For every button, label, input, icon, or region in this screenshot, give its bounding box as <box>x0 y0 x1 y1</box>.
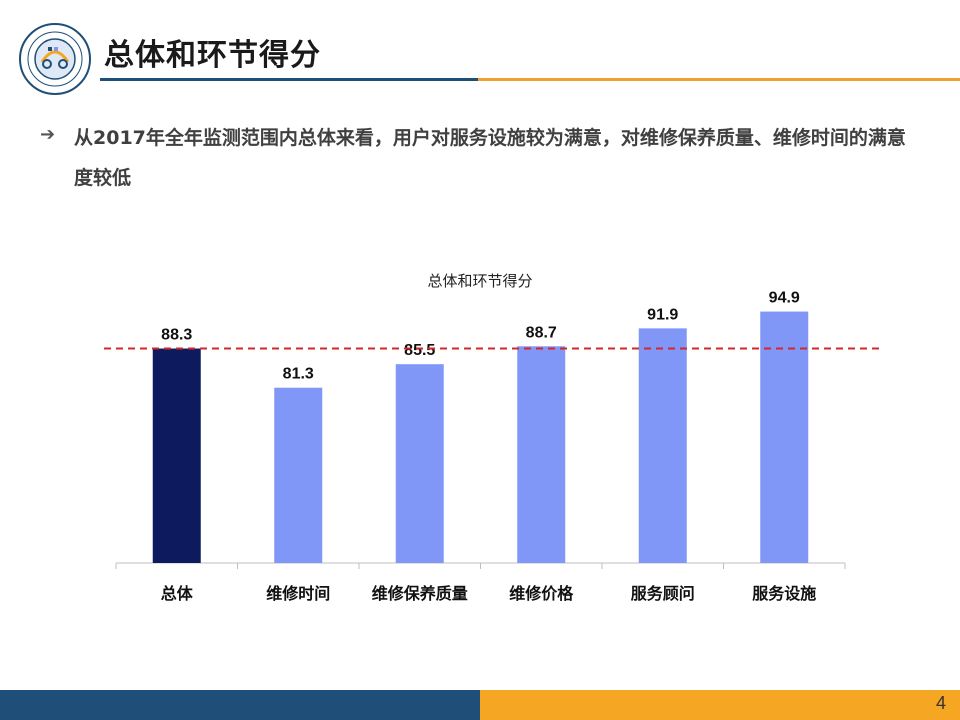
data-label: 81.3 <box>283 366 314 383</box>
category-label: 维修价格 <box>509 584 574 603</box>
category-label: 总体 <box>161 584 194 603</box>
page-title: 总体和环节得分 <box>104 38 321 73</box>
category-label: 维修保养质量 <box>372 584 468 603</box>
chart-title: 总体和环节得分 <box>427 272 532 290</box>
bar-0 <box>152 348 201 563</box>
bar-2 <box>395 364 444 563</box>
summary-bullet: 从2017年全年监测范围内总体来看，用户对服务设施较为满意，对维修保养质量、维修… <box>74 127 906 189</box>
bar-4 <box>638 328 687 563</box>
category-label: 服务顾问 <box>631 584 695 603</box>
category-label: 维修时间 <box>266 584 330 603</box>
data-label: 91.9 <box>647 306 678 323</box>
footer-bar-blue <box>0 690 480 720</box>
bar-3 <box>517 346 566 563</box>
data-label: 88.7 <box>526 324 557 341</box>
bar-1 <box>274 387 323 563</box>
bar-chart: 总体和环节得分 88.3 总体 81.3 维修时间 85.5 维修保养质量 88.7 维修价格 9… <box>104 272 880 603</box>
footer-bar-orange <box>480 690 960 720</box>
page-number: 4 <box>935 693 946 713</box>
data-label: 85.5 <box>404 342 435 359</box>
bar-5 <box>760 311 809 563</box>
data-label: 88.3 <box>161 327 192 344</box>
category-label: 服务设施 <box>752 584 816 603</box>
arrow-bullet-icon: ➔ <box>40 124 56 145</box>
title-rule-orange <box>478 78 960 81</box>
organization-logo <box>18 22 92 96</box>
title-rule-blue <box>100 78 478 81</box>
data-label: 94.9 <box>769 290 800 307</box>
